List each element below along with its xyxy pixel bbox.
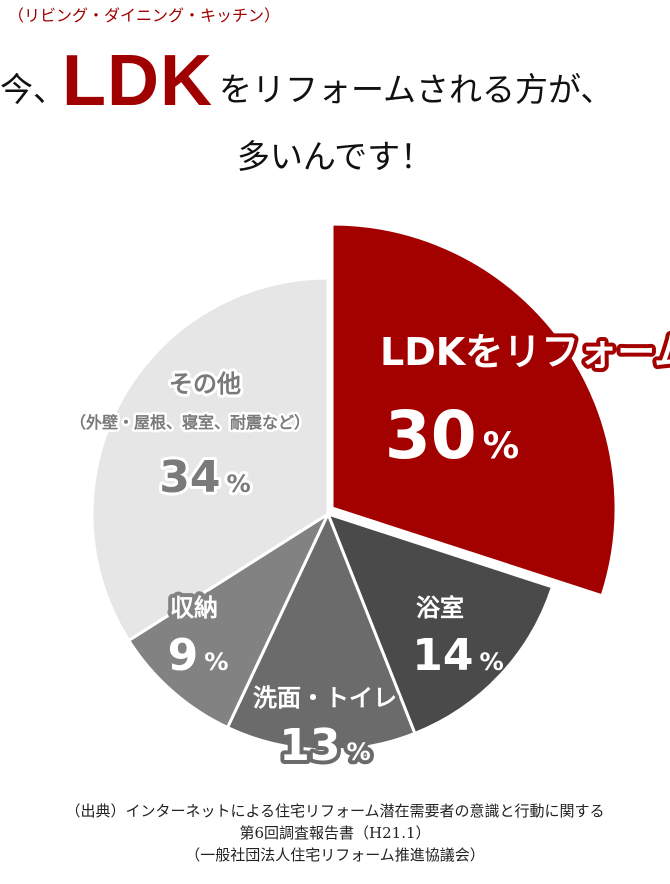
- subtitle: （リビング・ダイニング・キッチン）: [8, 6, 281, 25]
- headline-line2: 多いんです！: [236, 137, 434, 176]
- slice-value: 30%: [385, 397, 519, 474]
- source-line3: （一般社団法人住宅リフォーム推進協議会）: [185, 846, 485, 864]
- pie-slice: [330, 222, 618, 598]
- slice-value: 14%: [412, 630, 503, 681]
- source-note: （出典）インターネットによる住宅リフォーム潜在需要者の意識と行動に関する 第6回…: [0, 800, 670, 866]
- headline-suffix: をリフォームされる方が、: [218, 70, 614, 109]
- source-line1: （出典）インターネットによる住宅リフォーム潜在需要者の意識と行動に関する: [65, 802, 605, 820]
- slice-label: LDKをリフォーム: [380, 330, 670, 374]
- slice-label: その他: [169, 370, 241, 398]
- slice-label: 浴室: [416, 594, 464, 622]
- slice-value: 9%: [168, 630, 229, 681]
- slice-value: 34%: [159, 452, 250, 503]
- pie-slice: [225, 510, 417, 752]
- headline-ldk: LDK: [62, 41, 213, 121]
- pie-slice: [325, 511, 555, 736]
- source-line2: 第6回調査報告書（H21.1）: [239, 824, 431, 842]
- headline-line1: 今、LDK をリフォームされる方が、: [0, 40, 670, 122]
- slice-sublabel: （外壁・屋根、寝室、耐震など）: [70, 413, 310, 432]
- pie-slice: [126, 509, 332, 730]
- headline-prefix: 今、: [0, 70, 66, 109]
- slice-label: 洗面・トイレ: [253, 684, 397, 712]
- slice-value: 13%: [279, 720, 370, 771]
- slice-label: 収納: [170, 594, 218, 622]
- pie-slice: [90, 276, 330, 643]
